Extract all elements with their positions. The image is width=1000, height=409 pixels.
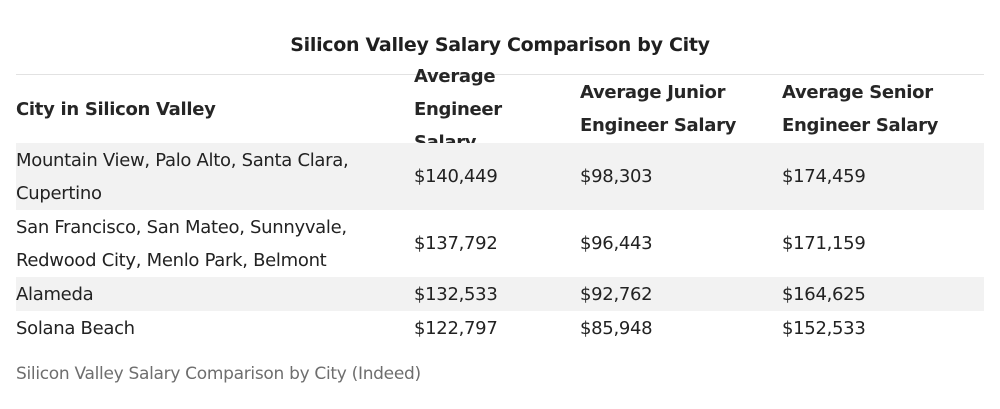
junior-salary-cell: $96,443: [580, 233, 653, 254]
junior-salary-cell: $98,303: [580, 166, 653, 187]
city-cell: Mountain View, Palo Alto, Santa Clara, C…: [16, 149, 349, 204]
header-city: City in Silicon Valley: [16, 98, 216, 120]
senior-salary-cell: $164,625: [782, 283, 866, 305]
senior-salary-cell: $171,159: [782, 233, 866, 254]
senior-salary-cell: $152,533: [782, 317, 866, 339]
average-salary-cell: $140,449: [414, 166, 498, 187]
junior-salary-cell: $92,762: [580, 283, 653, 305]
average-salary-cell: $132,533: [414, 283, 498, 305]
table-title: Silicon Valley Salary Comparison by City: [290, 34, 710, 56]
table-row: Mountain View, Palo Alto, Santa Clara, C…: [16, 143, 984, 210]
city-cell: Alameda: [16, 283, 94, 305]
table-caption: Silicon Valley Salary Comparison by City…: [16, 364, 421, 384]
table-header-row: City in Silicon Valley Average Engineer …: [16, 65, 984, 153]
average-salary-cell: $137,792: [414, 233, 498, 254]
average-salary-cell: $122,797: [414, 317, 498, 339]
table-row: Solana Beach $122,797 $85,948 $152,533: [16, 311, 984, 345]
city-cell: Solana Beach: [16, 317, 135, 339]
header-junior-salary: Average Junior Engineer Salary: [580, 82, 737, 136]
table-row: Alameda $132,533 $92,762 $164,625: [16, 277, 984, 311]
junior-salary-cell: $85,948: [580, 317, 653, 339]
header-average-salary: Average Engineer Salary: [414, 65, 502, 153]
header-senior-salary: Average Senior Engineer Salary: [782, 82, 939, 136]
salary-table: City in Silicon Valley Average Engineer …: [16, 65, 984, 345]
senior-salary-cell: $174,459: [782, 166, 866, 187]
table-row: San Francisco, San Mateo, Sunnyvale, Red…: [16, 210, 984, 277]
city-cell: San Francisco, San Mateo, Sunnyvale, Red…: [16, 216, 347, 271]
